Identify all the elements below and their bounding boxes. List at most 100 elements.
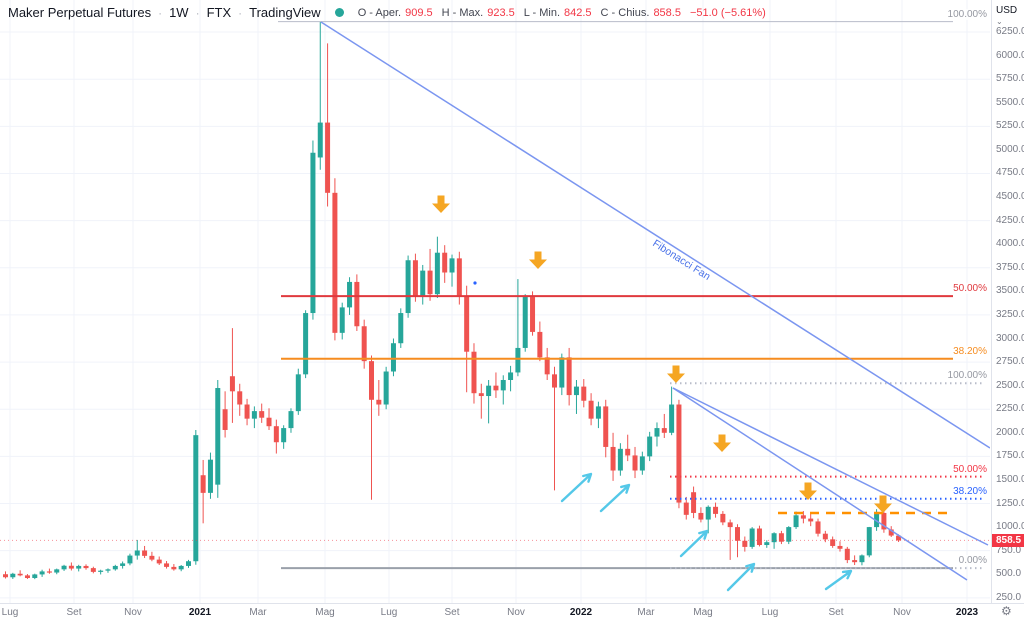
- candle-body: [266, 417, 272, 427]
- candle-body: [207, 459, 213, 493]
- candle-body: [844, 548, 850, 561]
- currency-selector[interactable]: USD ⌄: [996, 5, 1018, 26]
- change-value: −51.0 (−5.61%): [689, 6, 766, 19]
- price-tick-label: 2750.0: [996, 356, 1024, 368]
- time-axis-label: 2021: [188, 607, 212, 618]
- candle-body: [749, 528, 755, 547]
- time-axis-label: Lug: [1, 607, 19, 618]
- fibonacci-fan-line[interactable]: [672, 387, 968, 581]
- candle-body: [449, 258, 455, 273]
- fibonacci-fan-line[interactable]: [672, 387, 989, 546]
- time-axis[interactable]: Lug Set Nov 2021 Mar Mag Lug Set Nov 2022 Mar Mag Lu…: [0, 603, 1024, 621]
- price-tick-label: 5250.0: [996, 120, 1024, 132]
- candle-body: [617, 448, 623, 471]
- candle-body: [727, 522, 733, 528]
- market-status-dot-icon[interactable]: [334, 8, 344, 17]
- candle-body: [610, 446, 616, 471]
- candle-body: [537, 331, 543, 358]
- time-axis-label: Nov: [893, 607, 911, 618]
- symbol-title[interactable]: Maker Perpetual Futures: [8, 5, 152, 20]
- candle-body: [434, 252, 440, 295]
- candle-body: [822, 533, 828, 540]
- candle-body: [186, 561, 191, 566]
- candle-body: [603, 406, 609, 447]
- gear-icon[interactable]: ⚙: [1001, 604, 1012, 618]
- price-tick-label: 750.0: [996, 544, 1022, 556]
- candle-body: [866, 527, 872, 556]
- candle-body: [229, 376, 235, 392]
- time-axis-label: Lug: [761, 607, 779, 618]
- candle-body: [464, 296, 470, 352]
- candle-body: [120, 563, 126, 566]
- price-tick-label: 1250.0: [996, 497, 1024, 509]
- fib-level-label: 38.20%: [952, 345, 988, 357]
- fib-level-label: 50.00%: [952, 463, 988, 475]
- exchange-label[interactable]: FTX: [206, 5, 232, 20]
- price-axis[interactable]: USD ⌄ 6250.0 6000.0 5750.0 5500.0 5250.0 5000…: [991, 0, 1024, 603]
- price-tick-label: 1500.0: [996, 473, 1024, 485]
- candle-body: [149, 555, 155, 560]
- down-arrow-annotation[interactable]: [432, 195, 450, 214]
- candle-body: [68, 565, 74, 569]
- fib-level-label: 100.00%: [946, 8, 988, 20]
- candle-body: [508, 372, 514, 380]
- candle-body: [347, 281, 353, 308]
- candle-body: [376, 399, 382, 405]
- time-axis-label: Nov: [507, 607, 525, 618]
- high-label: H - Max.: [441, 6, 484, 19]
- chevron-down-icon: ⌄: [996, 17, 1003, 26]
- interval-label[interactable]: 1W: [169, 5, 189, 20]
- price-tick-label: 3000.0: [996, 332, 1024, 344]
- candle-body: [251, 411, 257, 419]
- candle-body: [771, 533, 777, 543]
- down-arrow-annotation[interactable]: [529, 251, 547, 270]
- candle-body: [544, 357, 550, 375]
- price-tick-label: 250.0: [996, 591, 1022, 603]
- separator: ·: [238, 5, 243, 20]
- separator: ·: [158, 5, 163, 20]
- candle-body: [398, 313, 404, 344]
- candle-body: [471, 351, 477, 394]
- time-axis-label: Mag: [315, 607, 335, 618]
- candle-body: [112, 565, 118, 570]
- candle-body: [295, 374, 301, 412]
- candle-body: [830, 539, 836, 546]
- fib-level-label: 38.20%: [952, 485, 988, 497]
- up-trend-arrow-annotation[interactable]: [824, 569, 853, 591]
- drawing-anchor-dot[interactable]: [473, 281, 477, 285]
- candle-body: [171, 566, 177, 570]
- close-value: 858.5: [653, 6, 681, 19]
- candle-body: [3, 574, 8, 578]
- candle-body: [317, 122, 323, 158]
- fib-level-label: 50.00%: [952, 283, 988, 295]
- candle-body: [896, 535, 902, 541]
- candle-body: [288, 411, 294, 429]
- up-trend-arrow-annotation[interactable]: [560, 472, 593, 503]
- candle-body: [530, 297, 536, 332]
- down-arrow-annotation[interactable]: [667, 365, 685, 384]
- price-tick-label: 4750.0: [996, 167, 1024, 179]
- candle-body: [325, 122, 331, 193]
- up-trend-arrow-annotation[interactable]: [679, 529, 709, 558]
- chart-pane[interactable]: Fibonacci Fan: [0, 0, 990, 603]
- price-tick-label: 4500.0: [996, 191, 1024, 203]
- up-trend-arrow-annotation[interactable]: [599, 483, 631, 513]
- time-axis-label: Mar: [249, 607, 267, 618]
- time-axis-label: Lug: [380, 607, 398, 618]
- down-arrow-annotation[interactable]: [799, 482, 817, 501]
- candle-body: [625, 448, 631, 456]
- candle-body: [493, 385, 499, 391]
- fibonacci-fan-line[interactable]: [320, 21, 990, 449]
- close-label: C - Chius.: [600, 6, 650, 19]
- candle-body: [98, 570, 104, 572]
- down-arrow-annotation[interactable]: [874, 495, 892, 514]
- candle-body: [54, 569, 60, 573]
- price-tick-label: 5000.0: [996, 143, 1024, 155]
- up-trend-arrow-annotation[interactable]: [726, 562, 756, 592]
- candle-body: [310, 152, 316, 314]
- down-arrow-annotation[interactable]: [713, 434, 731, 453]
- price-tick-label: 2250.0: [996, 403, 1024, 415]
- candle-body: [76, 565, 82, 569]
- platform-label[interactable]: TradingView: [249, 5, 321, 20]
- candle-body: [244, 404, 250, 419]
